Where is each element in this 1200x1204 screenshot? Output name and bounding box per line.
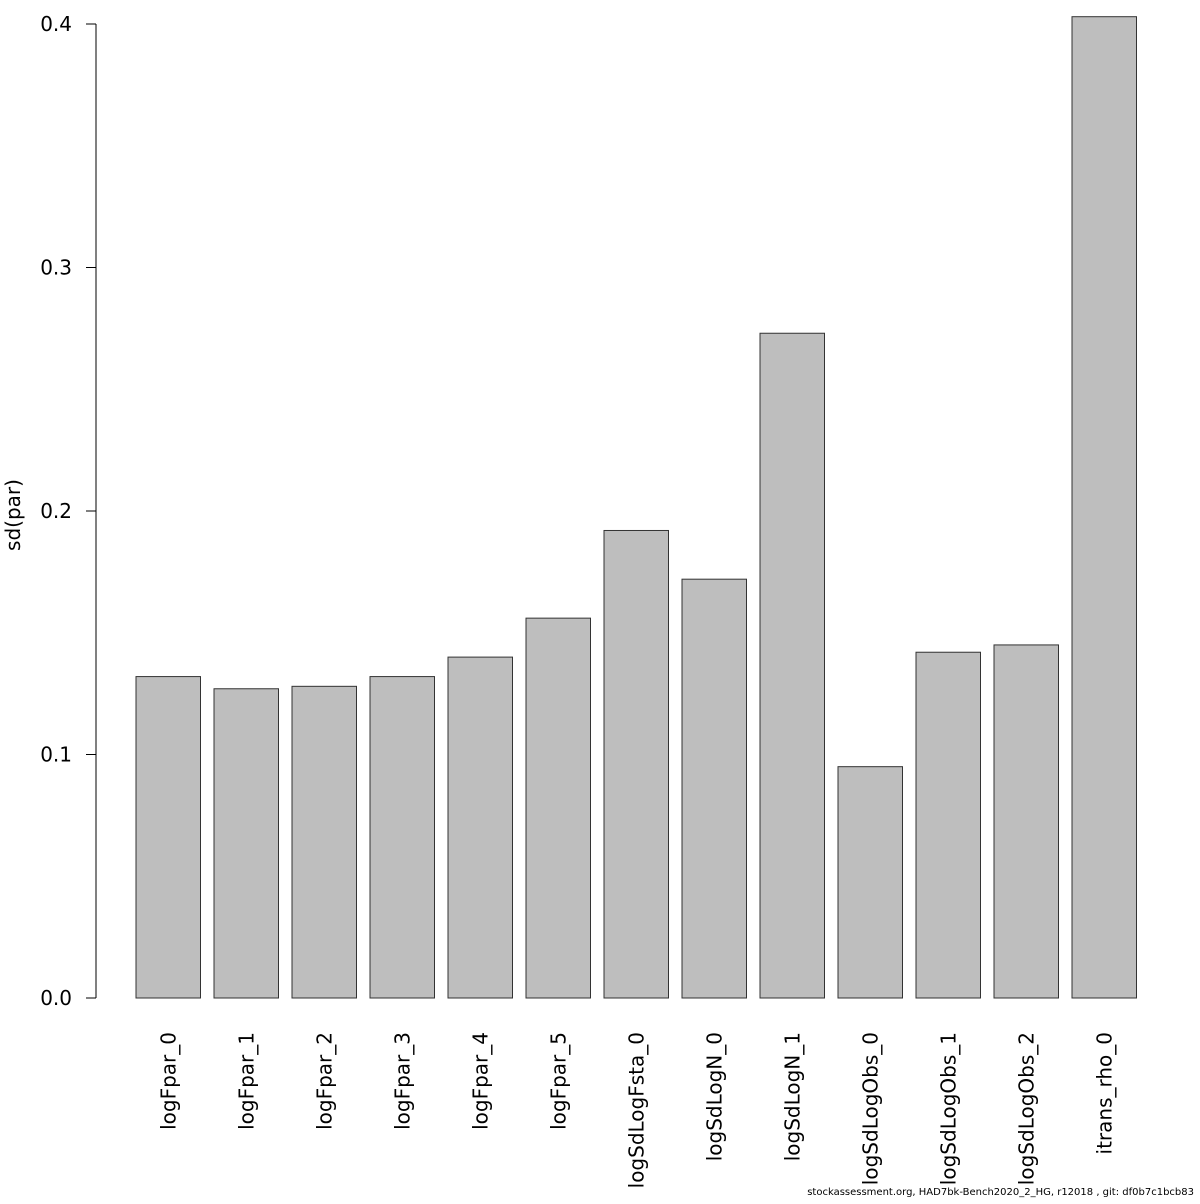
x-tick-label: logFpar_3 (390, 1032, 414, 1130)
x-tick-label: logFpar_0 (156, 1032, 180, 1130)
y-tick-label: 0.0 (40, 986, 72, 1010)
y-axis-label: sd(par) (1, 479, 25, 551)
x-tick-label: logFpar_2 (312, 1032, 336, 1130)
bar-logFpar_0 (135, 676, 201, 999)
bar-logSdLogObs_2 (993, 644, 1059, 999)
bar-logSdLogObs_1 (915, 651, 981, 999)
x-tick-label: logSdLogObs_1 (936, 1032, 960, 1185)
x-tick-label: logSdLogObs_2 (1014, 1032, 1038, 1185)
x-tick-label: logFpar_4 (468, 1032, 492, 1130)
bar-logSdLogObs_0 (837, 766, 903, 999)
bar-logFpar_3 (369, 676, 435, 999)
x-tick-label: logFpar_1 (234, 1032, 258, 1130)
x-tick-label: logSdLogN_1 (780, 1032, 804, 1161)
bar-logFpar_4 (447, 656, 513, 999)
x-tick-label: logFpar_5 (546, 1032, 570, 1130)
bar-logFpar_5 (525, 617, 591, 999)
x-tick-label: itrans_rho_0 (1092, 1032, 1116, 1154)
footer-note: stockassessment.org, HAD7bk-Bench2020_2_… (807, 1187, 1194, 1198)
x-tick-label: logSdLogFsta_0 (624, 1032, 648, 1188)
bar-logFpar_2 (291, 685, 357, 999)
bar-itrans_rho_0 (1071, 16, 1137, 999)
bar-logSdLogN_0 (681, 578, 747, 999)
x-tick-label: logSdLogN_0 (702, 1032, 726, 1161)
y-tick-label: 0.4 (40, 12, 72, 36)
y-tick-label: 0.2 (40, 499, 72, 523)
y-tick-label: 0.1 (40, 743, 72, 767)
bar-logFpar_1 (213, 688, 279, 999)
bar-logSdLogFsta_0 (603, 529, 669, 999)
x-tick-label: logSdLogObs_0 (858, 1032, 882, 1185)
bar-logSdLogN_1 (759, 332, 825, 999)
y-tick-label: 0.3 (40, 256, 72, 280)
